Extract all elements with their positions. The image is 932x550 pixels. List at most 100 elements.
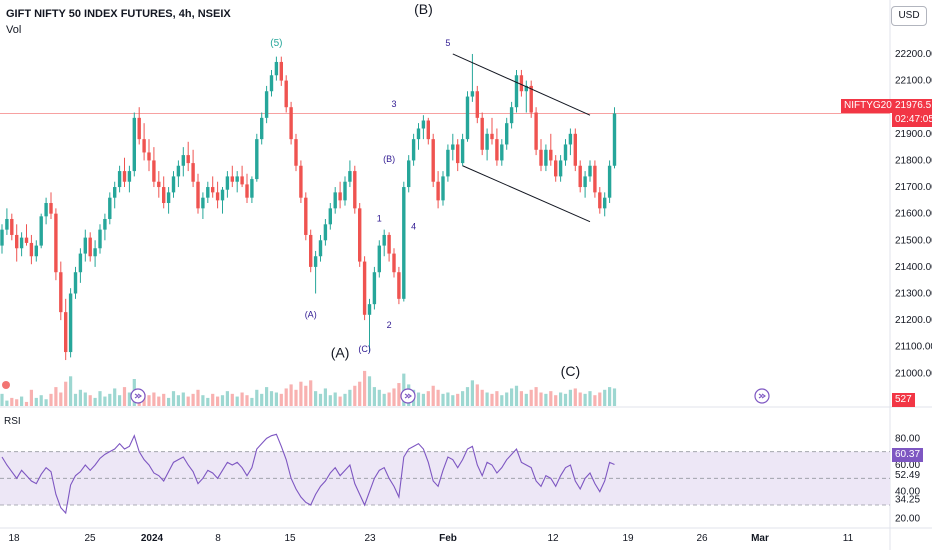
candle-body [426,120,430,140]
candle-body [333,192,337,209]
candle-body [411,139,416,161]
volume-bar [10,397,14,406]
candle-body [304,197,308,235]
volume-bar [470,380,474,406]
candle-body [294,139,298,166]
volume-bar [514,385,519,406]
candle-body [539,149,543,166]
candle-body [245,184,249,198]
volume-bar [20,396,24,406]
volume-bar [235,396,239,406]
candle-body [431,139,435,182]
candle-body [529,85,533,113]
event-icon-arrow [134,393,142,399]
candle-body [573,133,577,166]
time-tick-label: 26 [696,533,708,544]
candle-body [279,61,283,81]
candle-body [201,197,205,209]
candle-body [264,91,269,118]
volume-bar [568,389,572,406]
candle-body [519,75,524,92]
candle-body [117,171,122,188]
volume-bar [583,393,587,406]
volume-bar [426,391,430,406]
candle-body [255,139,259,180]
volume-bar [108,393,112,406]
currency-button[interactable]: USD [891,6,927,26]
candle-body [416,128,421,140]
candle-body [568,133,573,145]
candle-body [78,253,83,273]
candle-body [392,253,396,273]
volume-bar [490,393,494,406]
volume-bar [29,389,33,406]
volume-bar [456,393,460,406]
candle-body [64,312,68,353]
volume-bar [333,392,337,406]
volume-bar [465,387,470,406]
candle-body [436,181,440,201]
volume-bar [78,389,82,406]
wave-label: (5) [270,38,282,49]
volume-bar [314,391,318,406]
volume-bar [353,385,357,406]
candle-body [598,192,602,209]
candle-body [44,203,48,217]
volume-bar [93,397,97,406]
candle-body [250,179,254,198]
candle-body [225,176,230,190]
candle-body [612,113,617,166]
candle-body [54,213,58,273]
candle-body [397,272,401,299]
volume-bar [196,389,200,406]
candle-body [171,176,176,193]
volume-bar [563,393,568,406]
volume-bar [279,393,283,406]
volume-bar [240,392,244,406]
price-tick-label: 22100.00 [895,76,932,87]
candle-body [24,237,29,243]
candle-body [19,237,24,249]
candle-body [588,165,592,177]
candle-body [441,176,445,201]
rsi-tick-label: 60.00 [895,460,920,471]
candle-body [39,216,43,246]
wave-labels: (5) (B) (A) (A) (C) 1 2 3 4 5 (B) (C) [270,1,580,379]
rsi-band [0,451,890,506]
candle-body [230,176,234,182]
event-icons[interactable] [2,381,770,404]
chart-title: GIFT NIFTY 50 INDEX FUTURES, 4h, NSEIX [6,8,231,20]
volume-bar [510,388,514,406]
candle-body [274,61,279,76]
volume-bar [147,395,151,406]
volume-bar [44,399,48,406]
wave-channel [452,53,591,223]
time-tick-label: 12 [547,533,559,544]
candle-body [176,165,181,177]
candle-body [500,144,504,161]
volume-bar [451,395,455,406]
price-tick-label: 21700.00 [895,182,932,193]
volume-bar [348,389,352,406]
volume-bar [250,397,254,406]
volume-bar [255,389,259,406]
candle-body [284,80,288,108]
time-tick-label: 2024 [141,533,164,544]
candle-body [181,155,185,166]
candle-body [142,139,146,153]
channel-upper-line [452,53,591,116]
volume-bar [524,393,528,406]
candle-body [29,242,34,257]
candle-body [470,91,475,97]
volume-bar [382,393,386,406]
candle-body [289,107,293,140]
volume-bar [578,392,582,406]
volume-bar [588,391,592,406]
symbol-tag: NIFTYG2024 [841,99,906,113]
candle-body [10,218,14,235]
candle-body [490,133,494,140]
volume-bar [573,388,577,406]
candle-body [554,160,558,177]
volume-bar [186,396,190,406]
